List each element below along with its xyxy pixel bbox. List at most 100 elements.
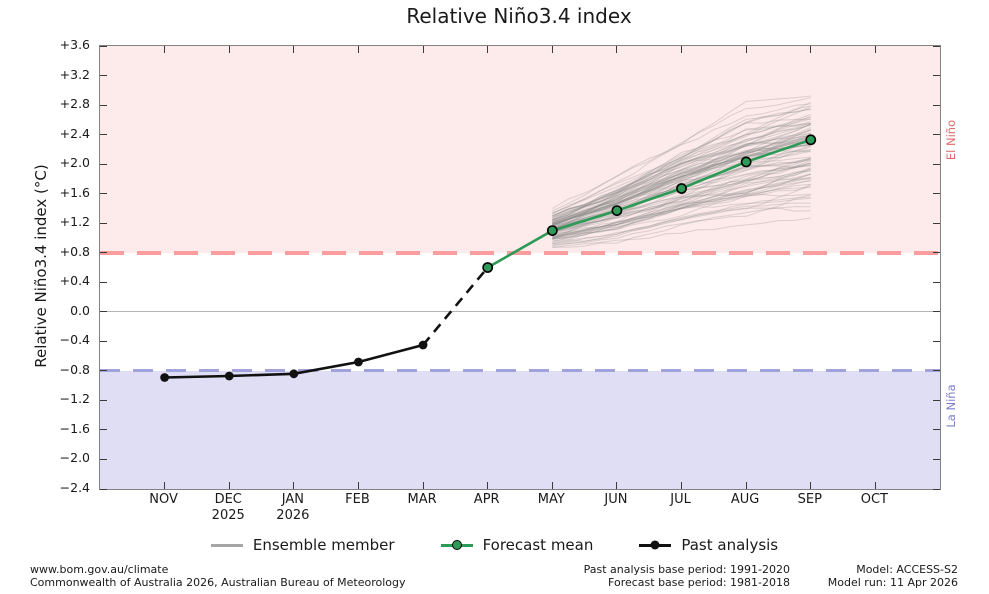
axis-tick (933, 429, 940, 431)
y-tick-label: +1.6 (59, 184, 90, 200)
y-tick-label: −1.6 (59, 420, 90, 436)
past-line-swatch-icon (639, 540, 672, 550)
axis-tick (228, 46, 230, 53)
axis-tick (933, 134, 940, 136)
y-tick-label: −0.8 (59, 361, 90, 377)
axis-tick (933, 281, 940, 283)
x-month-label: JUL (670, 492, 691, 507)
axis-tick (681, 482, 683, 489)
y-tick-label: −0.4 (59, 332, 90, 348)
axis-tick (933, 458, 940, 460)
footer-model-info: Model: ACCESS-S2 Model run: 11 Apr 2026 (828, 563, 958, 589)
x-month-label: JAN (281, 492, 304, 507)
axis-tick (100, 458, 107, 460)
axis-tick (933, 311, 940, 313)
axis-tick (551, 482, 553, 489)
axis-tick (933, 399, 940, 401)
axis-tick (487, 46, 489, 53)
axis-tick (933, 45, 940, 47)
x-month-label: SEP (797, 492, 822, 507)
forecast-mean-point (676, 183, 687, 194)
axis-tick (357, 482, 359, 489)
axis-tick (100, 134, 107, 136)
ensemble-lines (552, 95, 812, 249)
y-tick-label: +0.4 (59, 273, 90, 289)
axis-tick (293, 46, 295, 53)
axis-tick (874, 482, 876, 489)
axis-tick (100, 45, 107, 47)
el-nino-threshold-line (100, 251, 940, 255)
axis-tick (100, 311, 107, 313)
la-nina-label: La Niña (944, 384, 958, 428)
forecast-line-swatch-icon (440, 540, 473, 550)
axis-tick (100, 281, 107, 283)
el-nino-band (100, 46, 940, 253)
axis-tick (616, 46, 618, 53)
y-tick-label: −2.4 (59, 480, 90, 495)
x-month-label: APR (473, 492, 500, 507)
axis-tick (933, 340, 940, 342)
y-tick-label: −2.0 (59, 450, 90, 466)
x-month-label: MAY (537, 492, 565, 507)
axis-tick (100, 340, 107, 342)
y-tick-label: +2.8 (59, 96, 90, 112)
ensemble-line-swatch-icon (210, 540, 243, 550)
x-month-label: AUG (730, 492, 760, 507)
axis-tick (551, 46, 553, 53)
axis-tick (100, 75, 107, 77)
axis-tick (164, 46, 166, 53)
footer-copyright: Commonwealth of Australia 2026, Australi… (30, 576, 406, 589)
legend: Ensemble member Forecast mean Past analy… (0, 531, 989, 559)
axis-tick (933, 252, 940, 254)
forecast-mean-point (546, 225, 558, 236)
legend-item-past: Past analysis (639, 536, 778, 554)
axis-tick (422, 482, 424, 489)
legend-label-past: Past analysis (681, 536, 779, 554)
y-tick-label: +0.8 (59, 243, 90, 259)
axis-tick (933, 104, 940, 106)
axis-tick (745, 482, 747, 489)
x-month-label: JUN (604, 492, 628, 507)
axis-tick (100, 429, 107, 431)
axis-tick (681, 46, 683, 53)
axis-tick (933, 222, 940, 224)
axis-tick (100, 252, 107, 254)
axis-tick (100, 222, 107, 224)
past-to-forecast-dashed-line (422, 266, 489, 346)
axis-tick (745, 46, 747, 53)
x-month-label: NOV (149, 492, 178, 507)
footer-forecast-base-period: Forecast base period: 1981-2018 (608, 576, 790, 589)
x-year-label: 2026 (276, 508, 310, 523)
axis-tick (933, 193, 940, 195)
axis-tick (100, 488, 107, 490)
footer-model: Model: ACCESS-S2 (856, 563, 958, 576)
x-month-label: DEC (214, 492, 242, 507)
past-analysis-point (418, 340, 428, 350)
axis-tick (933, 488, 940, 490)
footer-url: www.bom.gov.au/climate (30, 563, 169, 576)
chart-canvas (160, 95, 817, 382)
axis-tick (100, 104, 107, 106)
past-analysis-point (354, 357, 363, 367)
past-analysis-point (224, 371, 234, 381)
axis-tick (357, 46, 359, 53)
axis-tick (100, 399, 107, 401)
past-analysis-point (160, 373, 170, 382)
la-nina-threshold-line (100, 369, 940, 372)
axis-tick (293, 482, 295, 489)
axis-tick (810, 46, 812, 53)
chart-title: Relative Niño3.4 index (406, 4, 632, 28)
axis-tick (874, 46, 876, 53)
footer-past-base-period: Past analysis base period: 1991-2020 (583, 563, 790, 576)
axis-tick (810, 482, 812, 489)
axis-tick (933, 163, 940, 165)
y-tick-label: −1.2 (59, 391, 90, 407)
axis-tick (164, 482, 166, 489)
axis-tick (933, 75, 940, 77)
x-month-label: OCT (860, 492, 888, 507)
axis-tick (422, 46, 424, 53)
axis-tick (616, 482, 618, 489)
forecast-mean-line (487, 138, 812, 269)
y-tick-label: +2.0 (59, 155, 90, 171)
past-analysis-point (289, 369, 299, 379)
